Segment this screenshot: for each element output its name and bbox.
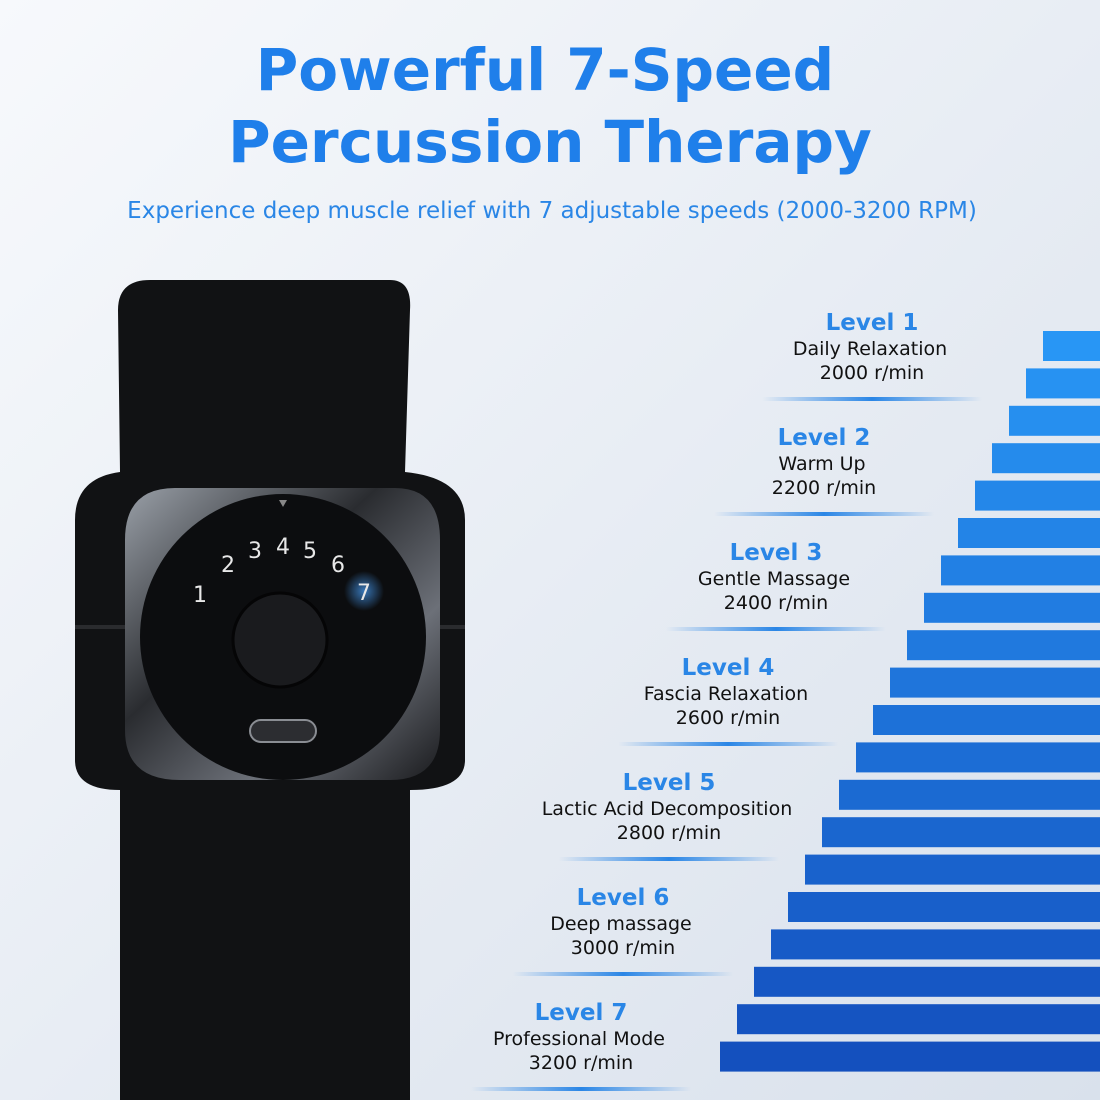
dial-number: 5 (303, 539, 317, 564)
level-speed: 3000 r/min (571, 937, 675, 959)
level-label: Level 2 (778, 425, 871, 451)
dial-number: 1 (193, 583, 207, 608)
level-speed: 2200 r/min (772, 477, 876, 499)
dial-number: 4 (276, 535, 290, 560)
stair-bar (924, 592, 1100, 623)
stair-bar (873, 705, 1100, 735)
level-underline (559, 857, 779, 861)
dial-number: 6 (331, 553, 345, 578)
level-underline (618, 742, 838, 746)
stair-bar (941, 555, 1100, 586)
level-underline (666, 627, 886, 631)
dial: 123 4 567 (193, 535, 371, 608)
level-speed: 2800 r/min (617, 822, 721, 844)
level-name: Gentle Massage (698, 568, 850, 590)
stair-bar (771, 929, 1100, 960)
stair-bar (839, 779, 1100, 810)
level-underline (714, 512, 934, 516)
level-name: Deep massage (550, 913, 691, 935)
dial-number: 2 (221, 553, 235, 578)
stair-bar (720, 1041, 1100, 1072)
level-underline (471, 1087, 691, 1091)
stair-bar (1009, 405, 1100, 436)
subtitle: Experience deep muscle relief with 7 adj… (127, 198, 977, 224)
level-label: Level 3 (730, 540, 823, 566)
stair-bar (975, 480, 1100, 511)
level-label: Level 7 (535, 1000, 628, 1026)
level-speed: 2000 r/min (820, 362, 924, 384)
stair-bar (754, 966, 1100, 997)
stair-bar (958, 518, 1100, 548)
level-label: Level 5 (623, 770, 716, 796)
level-name: Fascia Relaxation (644, 683, 808, 705)
stair-bar (907, 630, 1100, 661)
level-label: Level 4 (682, 655, 775, 681)
stair-bar (992, 443, 1100, 474)
title-line: Percussion Therapy (228, 108, 872, 176)
level-name: Warm Up (778, 453, 865, 475)
stair-bar (1043, 331, 1100, 361)
stair-bar (822, 817, 1100, 848)
level-label: Level 1 (826, 310, 919, 336)
stair-bar (856, 742, 1100, 773)
dial-number: 7 (357, 581, 371, 606)
staircase (720, 331, 1100, 1072)
level-speed: 2400 r/min (724, 592, 828, 614)
stair-bar (890, 667, 1100, 698)
stair-bar (805, 854, 1100, 885)
level-label: Level 6 (577, 885, 670, 911)
level-name: Daily Relaxation (793, 338, 947, 360)
stair-bar (788, 892, 1100, 922)
level-speed: 3200 r/min (529, 1052, 633, 1074)
stair-bar (737, 1004, 1100, 1035)
level-underline (513, 972, 733, 976)
level-speed: 2600 r/min (676, 707, 780, 729)
title-line: Powerful 7-Speed (256, 36, 834, 104)
level-name: Professional Mode (493, 1028, 665, 1050)
level-underline (762, 397, 982, 401)
device (75, 280, 465, 1100)
stair-bar (1026, 368, 1100, 399)
dial-number: 3 (248, 539, 262, 564)
level-name: Lactic Acid Decomposition (542, 798, 793, 820)
